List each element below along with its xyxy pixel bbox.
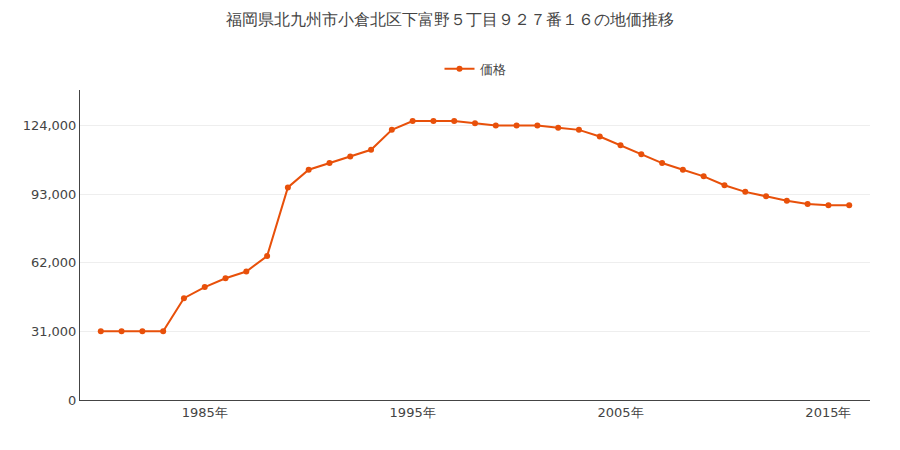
svg-text:2015年: 2015年 (805, 405, 851, 420)
svg-text:福岡県北九州市小倉北区下富野５丁目９２７番１６の地価推移: 福岡県北九州市小倉北区下富野５丁目９２７番１６の地価推移 (226, 10, 674, 29)
svg-text:62,000: 62,000 (31, 255, 77, 270)
svg-text:1995年: 1995年 (390, 405, 436, 420)
svg-text:124,000: 124,000 (23, 118, 77, 133)
svg-text:2005年: 2005年 (597, 405, 643, 420)
svg-text:93,000: 93,000 (31, 187, 77, 202)
svg-text:価格: 価格 (480, 62, 506, 77)
svg-text:0: 0 (68, 393, 76, 408)
svg-text:31,000: 31,000 (31, 324, 77, 339)
svg-text:1985年: 1985年 (182, 405, 228, 420)
